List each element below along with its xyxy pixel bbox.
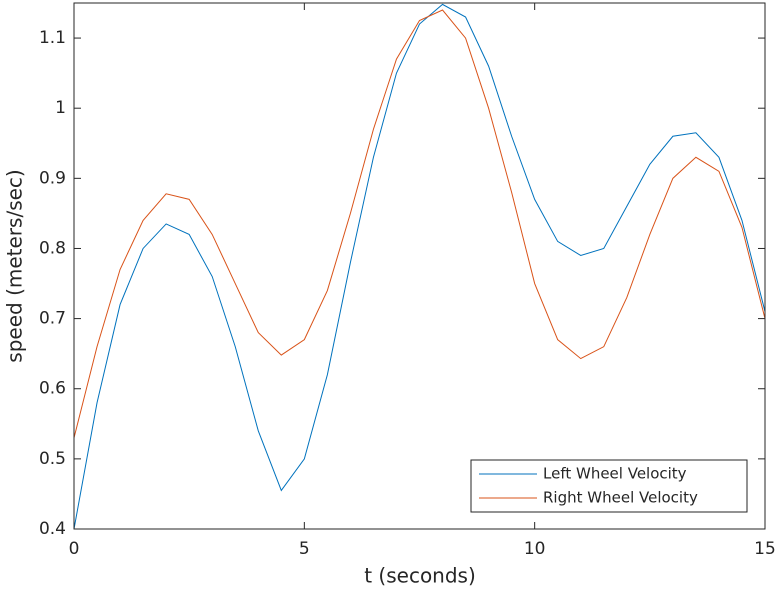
y-tick-label: 0.9: [39, 168, 66, 188]
legend-label: Left Wheel Velocity: [543, 465, 687, 483]
y-tick-label: 0.5: [39, 449, 66, 469]
y-tick-label: 0.4: [39, 519, 66, 539]
y-tick-label: 0.8: [39, 238, 66, 258]
y-tick-label: 1.1: [39, 28, 66, 48]
y-tick-label: 1: [55, 98, 66, 118]
plot-frame: [73, 2, 766, 530]
y-tick-label: 0.6: [39, 379, 66, 399]
x-tick-label: 10: [524, 539, 546, 559]
legend-label: Right Wheel Velocity: [543, 489, 698, 507]
x-tick-label: 0: [69, 539, 80, 559]
y-axis-label: speed (meters/sec): [3, 169, 27, 362]
y-tick-label: 0.7: [39, 309, 66, 329]
x-axis-label: t (seconds): [364, 564, 476, 588]
x-tick-label: 5: [299, 539, 310, 559]
x-tick-label: 15: [754, 539, 776, 559]
data-line: [73, 9, 766, 438]
data-line: [73, 3, 766, 530]
legend-box: [470, 459, 748, 513]
